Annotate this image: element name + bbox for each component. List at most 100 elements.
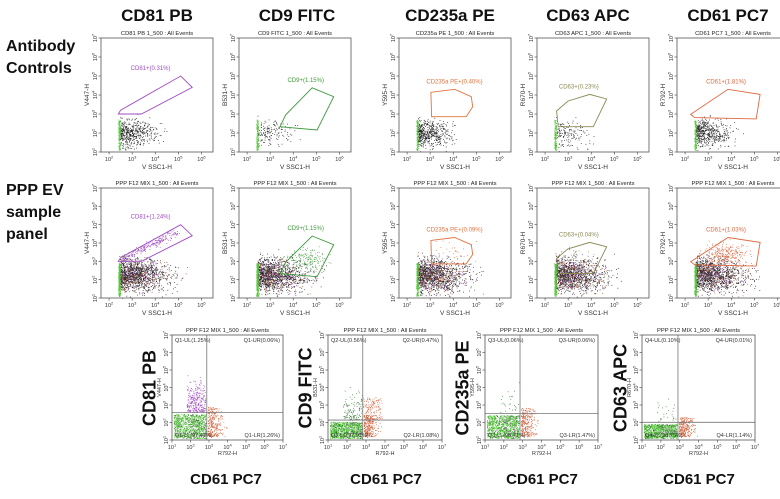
event-dot	[433, 126, 435, 127]
tick-exponent: 2	[111, 301, 114, 306]
event-dot	[441, 134, 443, 136]
event-dot	[132, 132, 134, 133]
event-dot	[422, 135, 424, 136]
event-dot	[425, 138, 426, 140]
tick-exponent: 4	[389, 90, 394, 93]
event-dot	[153, 272, 155, 274]
event-dot	[419, 139, 421, 140]
event-dot	[124, 279, 126, 281]
event-dot	[145, 269, 147, 270]
event-dot	[430, 133, 431, 134]
event-dot	[135, 287, 137, 288]
event-dot	[151, 268, 153, 270]
event-dot	[274, 124, 275, 126]
debris-dot	[417, 134, 419, 136]
gated-event-dot	[143, 248, 145, 249]
event-dot	[139, 259, 141, 261]
debris-dot	[118, 270, 120, 272]
event-dot	[560, 135, 561, 137]
event-dot	[161, 288, 163, 290]
x-tick-label: 104	[727, 155, 736, 164]
event-dot	[130, 272, 132, 274]
debris-dot	[258, 126, 259, 128]
x-tick-label: 103	[564, 155, 573, 164]
debris-dot	[119, 292, 121, 293]
event-dot	[274, 128, 275, 130]
tick-exponent: 4	[91, 238, 96, 241]
event-dot	[698, 126, 700, 128]
event-dot	[708, 133, 710, 135]
event-dot	[698, 136, 700, 137]
debris-dot	[256, 144, 258, 146]
event-dot	[420, 132, 422, 134]
event-dot	[151, 260, 153, 262]
event-dot	[719, 134, 721, 136]
event-dot	[123, 138, 125, 140]
event-dot	[129, 278, 130, 280]
event-dot	[123, 264, 125, 266]
event-dot	[126, 134, 128, 135]
event-dot	[430, 130, 432, 131]
event-dot	[579, 130, 581, 132]
event-dot	[593, 136, 595, 137]
event-dot	[146, 281, 148, 282]
debris-dot	[118, 119, 120, 121]
gated-event-dot	[156, 241, 158, 243]
event-dot	[278, 271, 280, 273]
gated-event-dot	[121, 259, 123, 260]
event-dot	[128, 282, 129, 284]
gated-event-dot	[165, 236, 167, 238]
event-dot	[702, 126, 704, 128]
event-dot	[575, 138, 576, 140]
event-dot	[131, 142, 132, 143]
event-dot	[575, 127, 577, 129]
event-dot	[263, 142, 264, 143]
event-dot	[138, 128, 140, 130]
event-dot	[126, 291, 128, 293]
event-dot	[162, 290, 164, 292]
event-dot	[433, 132, 435, 134]
event-dot	[696, 132, 698, 133]
scatter-plot-7: CD9+(1.15%)PPP F12 MIX 1_500 : All Event…	[222, 181, 352, 317]
event-dot	[421, 126, 423, 127]
event-dot	[420, 120, 422, 121]
event-dot	[174, 272, 176, 274]
event-dot	[277, 296, 279, 298]
event-dot	[132, 281, 134, 283]
event-dot	[421, 131, 422, 133]
plot-title: CD63 APC 1_500 : All Events	[555, 31, 631, 37]
y-tick-label: 107	[229, 33, 238, 42]
event-dot	[142, 275, 144, 277]
event-dot	[124, 134, 126, 136]
event-dot	[440, 125, 442, 127]
gated-event-dot	[133, 253, 135, 255]
event-dot	[150, 126, 151, 128]
event-dot	[146, 133, 148, 135]
event-dot	[128, 139, 129, 141]
debris-dot	[417, 123, 419, 125]
event-dot	[268, 131, 269, 133]
y-tick-label: 103	[91, 256, 100, 265]
event-dot	[121, 136, 122, 138]
event-dot	[431, 125, 432, 127]
event-dot	[573, 135, 575, 136]
debris-dot	[118, 124, 120, 126]
row-label-line: sample	[6, 204, 62, 221]
event-dot	[559, 131, 561, 133]
event-dot	[129, 123, 130, 125]
event-dot	[152, 289, 153, 291]
event-dot	[141, 262, 143, 263]
gated-event-dot	[149, 245, 151, 247]
event-dot	[431, 143, 433, 145]
debris-dot	[256, 145, 258, 147]
event-dot	[573, 136, 575, 138]
event-dot	[699, 136, 701, 138]
event-dot	[123, 134, 124, 136]
event-dot	[173, 275, 175, 277]
event-dot	[134, 138, 136, 139]
tick-exponent: 5	[91, 71, 96, 74]
tick-exponent: 4	[455, 155, 458, 160]
event-dot	[260, 140, 262, 142]
event-dot	[572, 130, 574, 132]
gated-event-dot	[151, 241, 153, 243]
